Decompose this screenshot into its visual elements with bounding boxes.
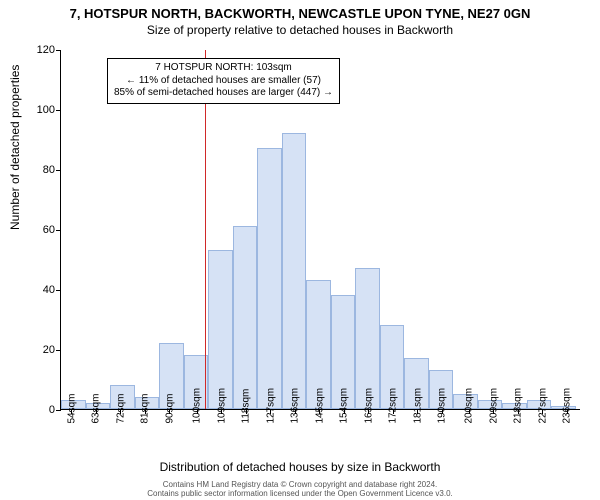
- annotation-box: 7 HOTSPUR NORTH: 103sqm← 11% of detached…: [107, 58, 340, 104]
- plot-area: 02040608010012054sqm63sqm72sqm81sqm90sqm…: [60, 50, 580, 410]
- ytick-mark: [56, 110, 61, 111]
- histogram-bar: [257, 148, 282, 409]
- ytick-label: 100: [25, 104, 55, 116]
- ytick-mark: [56, 290, 61, 291]
- chart-title: 7, HOTSPUR NORTH, BACKWORTH, NEWCASTLE U…: [0, 0, 600, 21]
- annotation-line: ← 11% of detached houses are smaller (57…: [114, 75, 333, 88]
- ytick-label: 40: [25, 284, 55, 296]
- ytick-mark: [56, 350, 61, 351]
- ytick-mark: [56, 50, 61, 51]
- histogram-bar: [282, 133, 307, 409]
- footer: Contains HM Land Registry data © Crown c…: [0, 480, 600, 498]
- footer-line-2: Contains public sector information licen…: [0, 489, 600, 498]
- ytick-mark: [56, 230, 61, 231]
- histogram-bar: [233, 226, 258, 409]
- chart-container: 7, HOTSPUR NORTH, BACKWORTH, NEWCASTLE U…: [0, 0, 600, 500]
- ytick-mark: [56, 410, 61, 411]
- ytick-mark: [56, 170, 61, 171]
- ytick-label: 60: [25, 224, 55, 236]
- ytick-label: 80: [25, 164, 55, 176]
- y-axis-title: Number of detached properties: [8, 65, 22, 230]
- x-axis-title: Distribution of detached houses by size …: [0, 460, 600, 474]
- ytick-label: 120: [25, 44, 55, 56]
- plot-wrap: 02040608010012054sqm63sqm72sqm81sqm90sqm…: [60, 50, 580, 410]
- annotation-line: 85% of semi-detached houses are larger (…: [114, 87, 333, 100]
- footer-line-1: Contains HM Land Registry data © Crown c…: [0, 480, 600, 489]
- ytick-label: 20: [25, 344, 55, 356]
- ytick-label: 0: [25, 404, 55, 416]
- chart-subtitle: Size of property relative to detached ho…: [0, 21, 600, 37]
- histogram-bar: [208, 250, 233, 409]
- annotation-line: 7 HOTSPUR NORTH: 103sqm: [114, 62, 333, 75]
- marker-line: [205, 50, 206, 409]
